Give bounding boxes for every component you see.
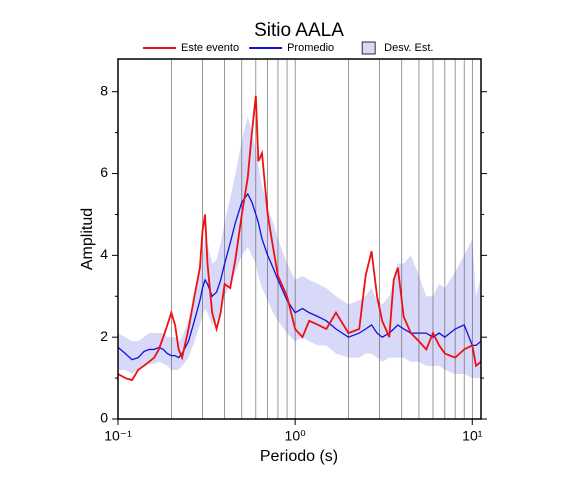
x-tick-label: 10⁻¹ [104,428,132,444]
y-tick-label: 6 [100,164,108,180]
y-tick-label: 2 [100,328,108,344]
series-line [117,95,482,382]
x-axis-label: Periodo (s) [260,448,338,465]
chart-title: Sitio AALA [254,20,344,41]
y-tick-label: 8 [100,82,108,98]
series-line [117,192,482,361]
y-tick-label: 0 [100,410,108,426]
legend-label: Desv. Est. [384,42,433,54]
legend-label: Promedio [287,42,334,54]
std-band [118,116,481,379]
legend-label: Este evento [181,42,239,54]
y-tick-label: 4 [100,246,108,262]
y-axis-label: Amplitud [79,208,96,270]
x-tick-label: 10¹ [462,428,483,444]
x-tick-label: 10⁰ [285,428,307,444]
legend-swatch [361,41,376,55]
plot-frame [117,58,482,420]
